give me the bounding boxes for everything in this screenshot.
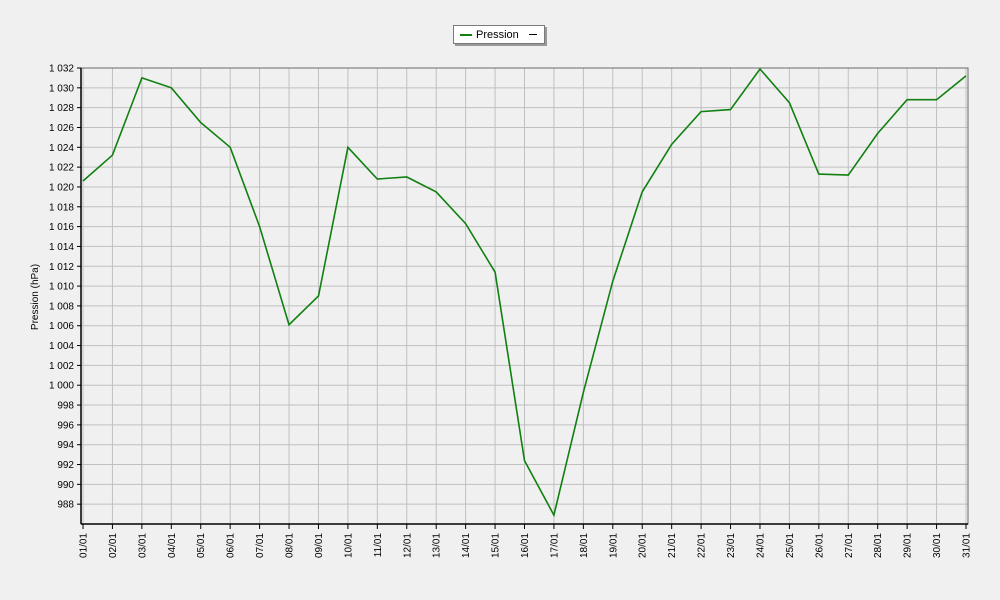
y-tick-label: 1 032 — [49, 64, 74, 75]
legend-series-label: Pression — [476, 28, 519, 41]
y-tick-label: 1 026 — [49, 123, 74, 134]
y-tick-label: 1 014 — [49, 242, 74, 253]
x-tick-label: 13/01 — [432, 533, 443, 558]
x-tick-label: 18/01 — [579, 533, 590, 558]
x-tick-label: 16/01 — [520, 533, 531, 558]
x-tick-label: 14/01 — [461, 533, 472, 558]
y-tick-label: 1 016 — [49, 222, 74, 233]
x-tick-label: 15/01 — [491, 533, 502, 558]
x-tick-label: 01/01 — [79, 533, 90, 558]
y-tick-label: 998 — [57, 401, 74, 412]
x-tick-label: 10/01 — [343, 533, 354, 558]
y-tick-label: 1 012 — [49, 262, 74, 273]
x-tick-label: 28/01 — [873, 533, 884, 558]
x-tick-label: 22/01 — [697, 533, 708, 558]
legend[interactable]: Pression — [453, 25, 545, 44]
x-tick-label: 17/01 — [549, 533, 560, 558]
x-tick-label: 27/01 — [844, 533, 855, 558]
x-tick-label: 26/01 — [814, 533, 825, 558]
y-tick-label: 990 — [57, 480, 74, 491]
x-tick-label: 03/01 — [137, 533, 148, 558]
x-tick-label: 09/01 — [314, 533, 325, 558]
x-tick-label: 07/01 — [255, 533, 266, 558]
y-tick-label: 1 022 — [49, 163, 74, 174]
x-tick-label: 21/01 — [667, 533, 678, 558]
x-tick-label: 08/01 — [285, 533, 296, 558]
x-tick-label: 12/01 — [402, 533, 413, 558]
x-tick-label: 30/01 — [932, 533, 943, 558]
grid — [81, 67, 968, 524]
series-group — [82, 67, 967, 518]
y-axis-label: Pression (hPa) — [30, 264, 41, 330]
x-tick-label: 02/01 — [108, 533, 119, 558]
x-tick-label: 29/01 — [903, 533, 914, 558]
y-tick-label: 1 004 — [49, 341, 74, 352]
y-tick-label: 1 000 — [49, 381, 74, 392]
y-tick-label: 1 008 — [49, 301, 74, 312]
y-tick-label: 1 020 — [49, 182, 74, 193]
x-tick-label: 11/01 — [373, 533, 384, 558]
y-tick-label: 1 030 — [49, 83, 74, 94]
x-tick-label: 24/01 — [755, 533, 766, 558]
y-tick-label: 988 — [57, 500, 74, 511]
y-tick-label: 1 002 — [49, 361, 74, 372]
x-tick-label: 05/01 — [196, 533, 207, 558]
x-tick-label: 04/01 — [167, 533, 178, 558]
y-tick-label: 994 — [57, 440, 74, 451]
legend-line-swatch — [460, 33, 472, 36]
y-tick-label: 992 — [57, 460, 74, 471]
x-tick-label: 23/01 — [726, 533, 737, 558]
y-tick-label: 1 024 — [49, 143, 74, 154]
x-tick-label: 19/01 — [608, 533, 619, 558]
x-axis-ticks: 01/01 02/01 03/01 04/01 05/01 06/01 07/01 08/01… — [79, 524, 973, 558]
y-axis-ticks: 988 990 992 994 996 998 1 000 1 002 1 004 1 006 1 … — [49, 64, 81, 511]
x-tick-label: 25/01 — [785, 533, 796, 558]
y-tick-label: 1 028 — [49, 103, 74, 114]
x-tick-label: 20/01 — [638, 533, 649, 558]
y-tick-label: 1 018 — [49, 202, 74, 213]
legend-dash-icon — [528, 34, 537, 35]
y-tick-label: 996 — [57, 420, 74, 431]
y-tick-label: 1 010 — [49, 282, 74, 293]
x-tick-label: 06/01 — [226, 533, 237, 558]
series-line-pression — [82, 67, 967, 518]
y-tick-label: 1 006 — [49, 321, 74, 332]
x-tick-label: 31/01 — [962, 533, 973, 558]
